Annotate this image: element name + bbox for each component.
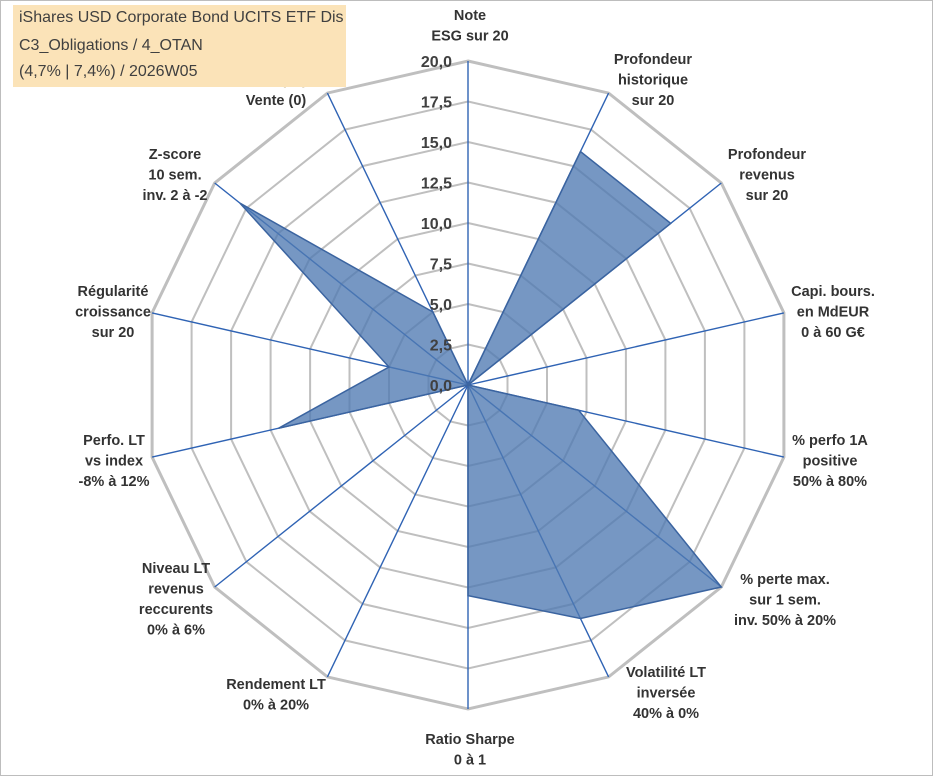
tick-label: 10,0 (421, 216, 452, 233)
axis-label-5: % perte max.sur 1 sem.inv. 50% à 20% (734, 572, 836, 629)
fund-category: C3_Obligations / 4_OTAN (19, 37, 203, 55)
tick-label: 20,0 (421, 54, 452, 71)
tick-label: 7,5 (430, 257, 452, 274)
series-polygon (240, 152, 721, 619)
axis-spoke-8 (327, 385, 468, 677)
tick-label: 12,5 (421, 176, 452, 193)
data-series (240, 151, 722, 618)
tick-label: 17,5 (421, 95, 452, 112)
fund-info-box: iShares USD Corporate Bond UCITS ETF Dis… (13, 5, 346, 87)
fund-period: (4,7% | 7,4%) / 2026W05 (19, 63, 197, 81)
tick-label: 2,5 (430, 338, 452, 355)
tick-label: 0,0 (430, 378, 452, 395)
tick-label: 15,0 (421, 135, 452, 152)
tick-label: 5,0 (430, 297, 452, 314)
fund-name: iShares USD Corporate Bond UCITS ETF Dis (19, 9, 344, 27)
